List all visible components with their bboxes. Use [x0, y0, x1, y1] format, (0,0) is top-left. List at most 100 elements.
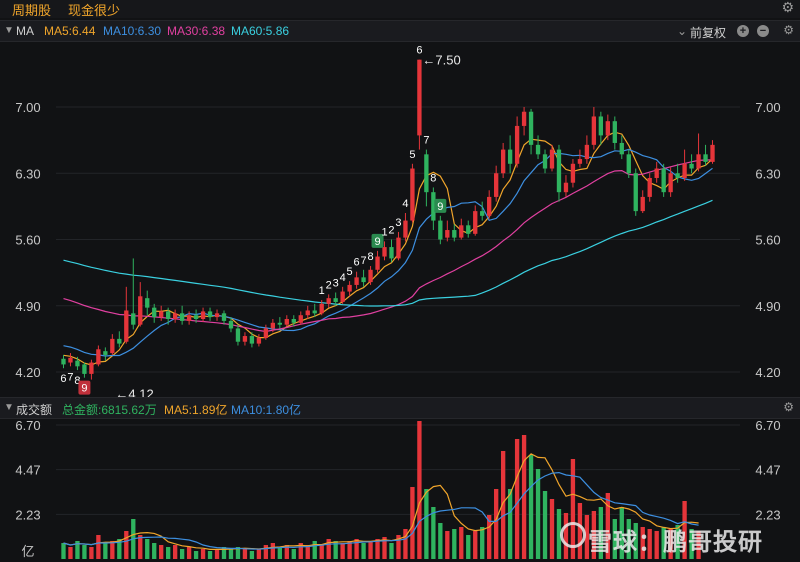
- candle-body: [403, 220, 408, 238]
- candle-body: [200, 311, 206, 319]
- candle-body: [459, 225, 464, 238]
- adjust-mode-label[interactable]: 前复权: [690, 26, 727, 40]
- volume-chart[interactable]: 6.70 6.70 4.47 4.47 2.23 2.23 亿: [0, 419, 800, 562]
- candle-body: [445, 230, 450, 238]
- volume-bar: [514, 439, 520, 559]
- td-count-mark: 9: [437, 201, 443, 213]
- volume-bar: [647, 529, 652, 559]
- td-count-mark: 5: [347, 266, 353, 278]
- snowball-logo-icon: [560, 522, 586, 548]
- volume-bar: [591, 511, 597, 559]
- candle-body: [291, 319, 296, 323]
- candle-body: [500, 149, 506, 174]
- volume-bar: [82, 545, 87, 559]
- candle-body: [703, 154, 708, 162]
- volume-bar: [298, 543, 303, 559]
- volume-bar: [179, 549, 185, 559]
- zoom-in-icon[interactable]: +: [737, 25, 749, 37]
- collapse-triangle-icon[interactable]: ▼: [4, 402, 14, 413]
- gear-icon[interactable]: ⚙: [781, 0, 794, 15]
- td-count-mark: 6: [60, 373, 66, 385]
- y-tick-left: 4.20: [15, 365, 40, 380]
- volume-bar: [626, 519, 631, 559]
- candle-body: [528, 111, 534, 145]
- volume-bar: [333, 541, 338, 559]
- watermark: 雪球：鹏哥投研: [588, 529, 763, 556]
- volume-total-label: 总金额:6815.62万: [62, 403, 157, 417]
- tag-low-cash[interactable]: 现金很少: [68, 3, 121, 18]
- candle-body: [424, 154, 429, 193]
- volume-bar: [263, 545, 269, 559]
- ma-legend-strip: ▼ MA MA5:6.44 MA10:6.30 MA30:6.38 MA60:5…: [0, 20, 800, 42]
- volume-bar: [584, 515, 590, 559]
- candle-body: [214, 313, 220, 318]
- candle-body: [256, 337, 262, 344]
- candle-body: [382, 247, 387, 257]
- candle-body: [110, 338, 115, 354]
- volume-bar: [417, 421, 422, 559]
- volume-bar: [542, 491, 548, 559]
- volume-bar: [661, 527, 666, 559]
- candle-body: [242, 336, 248, 342]
- td-count-mark: 9: [81, 383, 87, 395]
- volume-bar: [598, 507, 604, 559]
- volume-bar: [494, 489, 499, 559]
- y-tick-right: 5.60: [755, 233, 780, 248]
- candle-body: [535, 144, 541, 155]
- volume-bar: [214, 549, 220, 559]
- volume-bar: [640, 527, 645, 559]
- chevron-down-icon[interactable]: ⌄: [677, 24, 688, 38]
- volume-bar: [696, 531, 701, 559]
- candle-body: [61, 358, 66, 365]
- volume-bar: [124, 531, 129, 559]
- volume-bar: [438, 523, 443, 559]
- volume-bar: [89, 547, 94, 559]
- candle-body: [647, 177, 652, 197]
- td-count-mark: 9: [374, 236, 380, 248]
- volume-bar: [521, 435, 527, 559]
- candle-body: [675, 173, 680, 178]
- candle-body: [473, 211, 478, 234]
- candle-body: [138, 296, 143, 325]
- volume-bar: [110, 541, 115, 559]
- gear-icon[interactable]: ⚙: [783, 400, 794, 414]
- collapse-triangle-icon[interactable]: ▼: [4, 25, 14, 36]
- y-tick-left: 5.60: [15, 233, 40, 248]
- candle-body: [417, 59, 422, 136]
- tag-cyclical[interactable]: 周期股: [12, 3, 52, 18]
- candle-body: [103, 351, 108, 355]
- price-chart[interactable]: 7.00 7.00 6.30 6.30 5.60 5.60 4.90 4.90 4.20 4.20…: [0, 42, 800, 399]
- indicator-name[interactable]: MA: [16, 24, 34, 38]
- volume-bar: [256, 549, 262, 559]
- zoom-out-icon[interactable]: −: [757, 25, 769, 37]
- candle-body: [333, 298, 338, 302]
- candle-body: [689, 163, 694, 169]
- volume-ma5-line: [63, 453, 699, 550]
- candle-body: [270, 322, 276, 329]
- volume-bar: [375, 539, 380, 559]
- candle-body: [389, 247, 394, 259]
- volume-bar: [570, 459, 576, 559]
- candle-body: [521, 111, 527, 126]
- candle-body: [591, 116, 597, 145]
- candle-body: [166, 311, 171, 319]
- volume-title[interactable]: 成交额: [16, 403, 53, 417]
- candle-body: [340, 291, 345, 302]
- volume-bar: [507, 489, 513, 559]
- candle-body: [347, 284, 352, 292]
- volume-bar: [403, 529, 408, 559]
- volume-bar: [312, 541, 317, 559]
- td-count-mark: 6: [416, 45, 422, 57]
- ma30-label: MA30:6.38: [167, 24, 226, 38]
- candle-body: [375, 256, 380, 270]
- td-count-mark: 8: [430, 172, 436, 184]
- y-tick-right: 4.20: [755, 365, 780, 380]
- volume-bar: [396, 535, 401, 559]
- volume-ma10-line: [63, 471, 699, 550]
- candle-body: [466, 225, 471, 234]
- candle-body: [298, 315, 303, 323]
- candle-body: [228, 320, 234, 329]
- gear-icon[interactable]: ⚙: [783, 23, 794, 37]
- volume-bar: [528, 455, 534, 559]
- volume-bar: [424, 489, 429, 559]
